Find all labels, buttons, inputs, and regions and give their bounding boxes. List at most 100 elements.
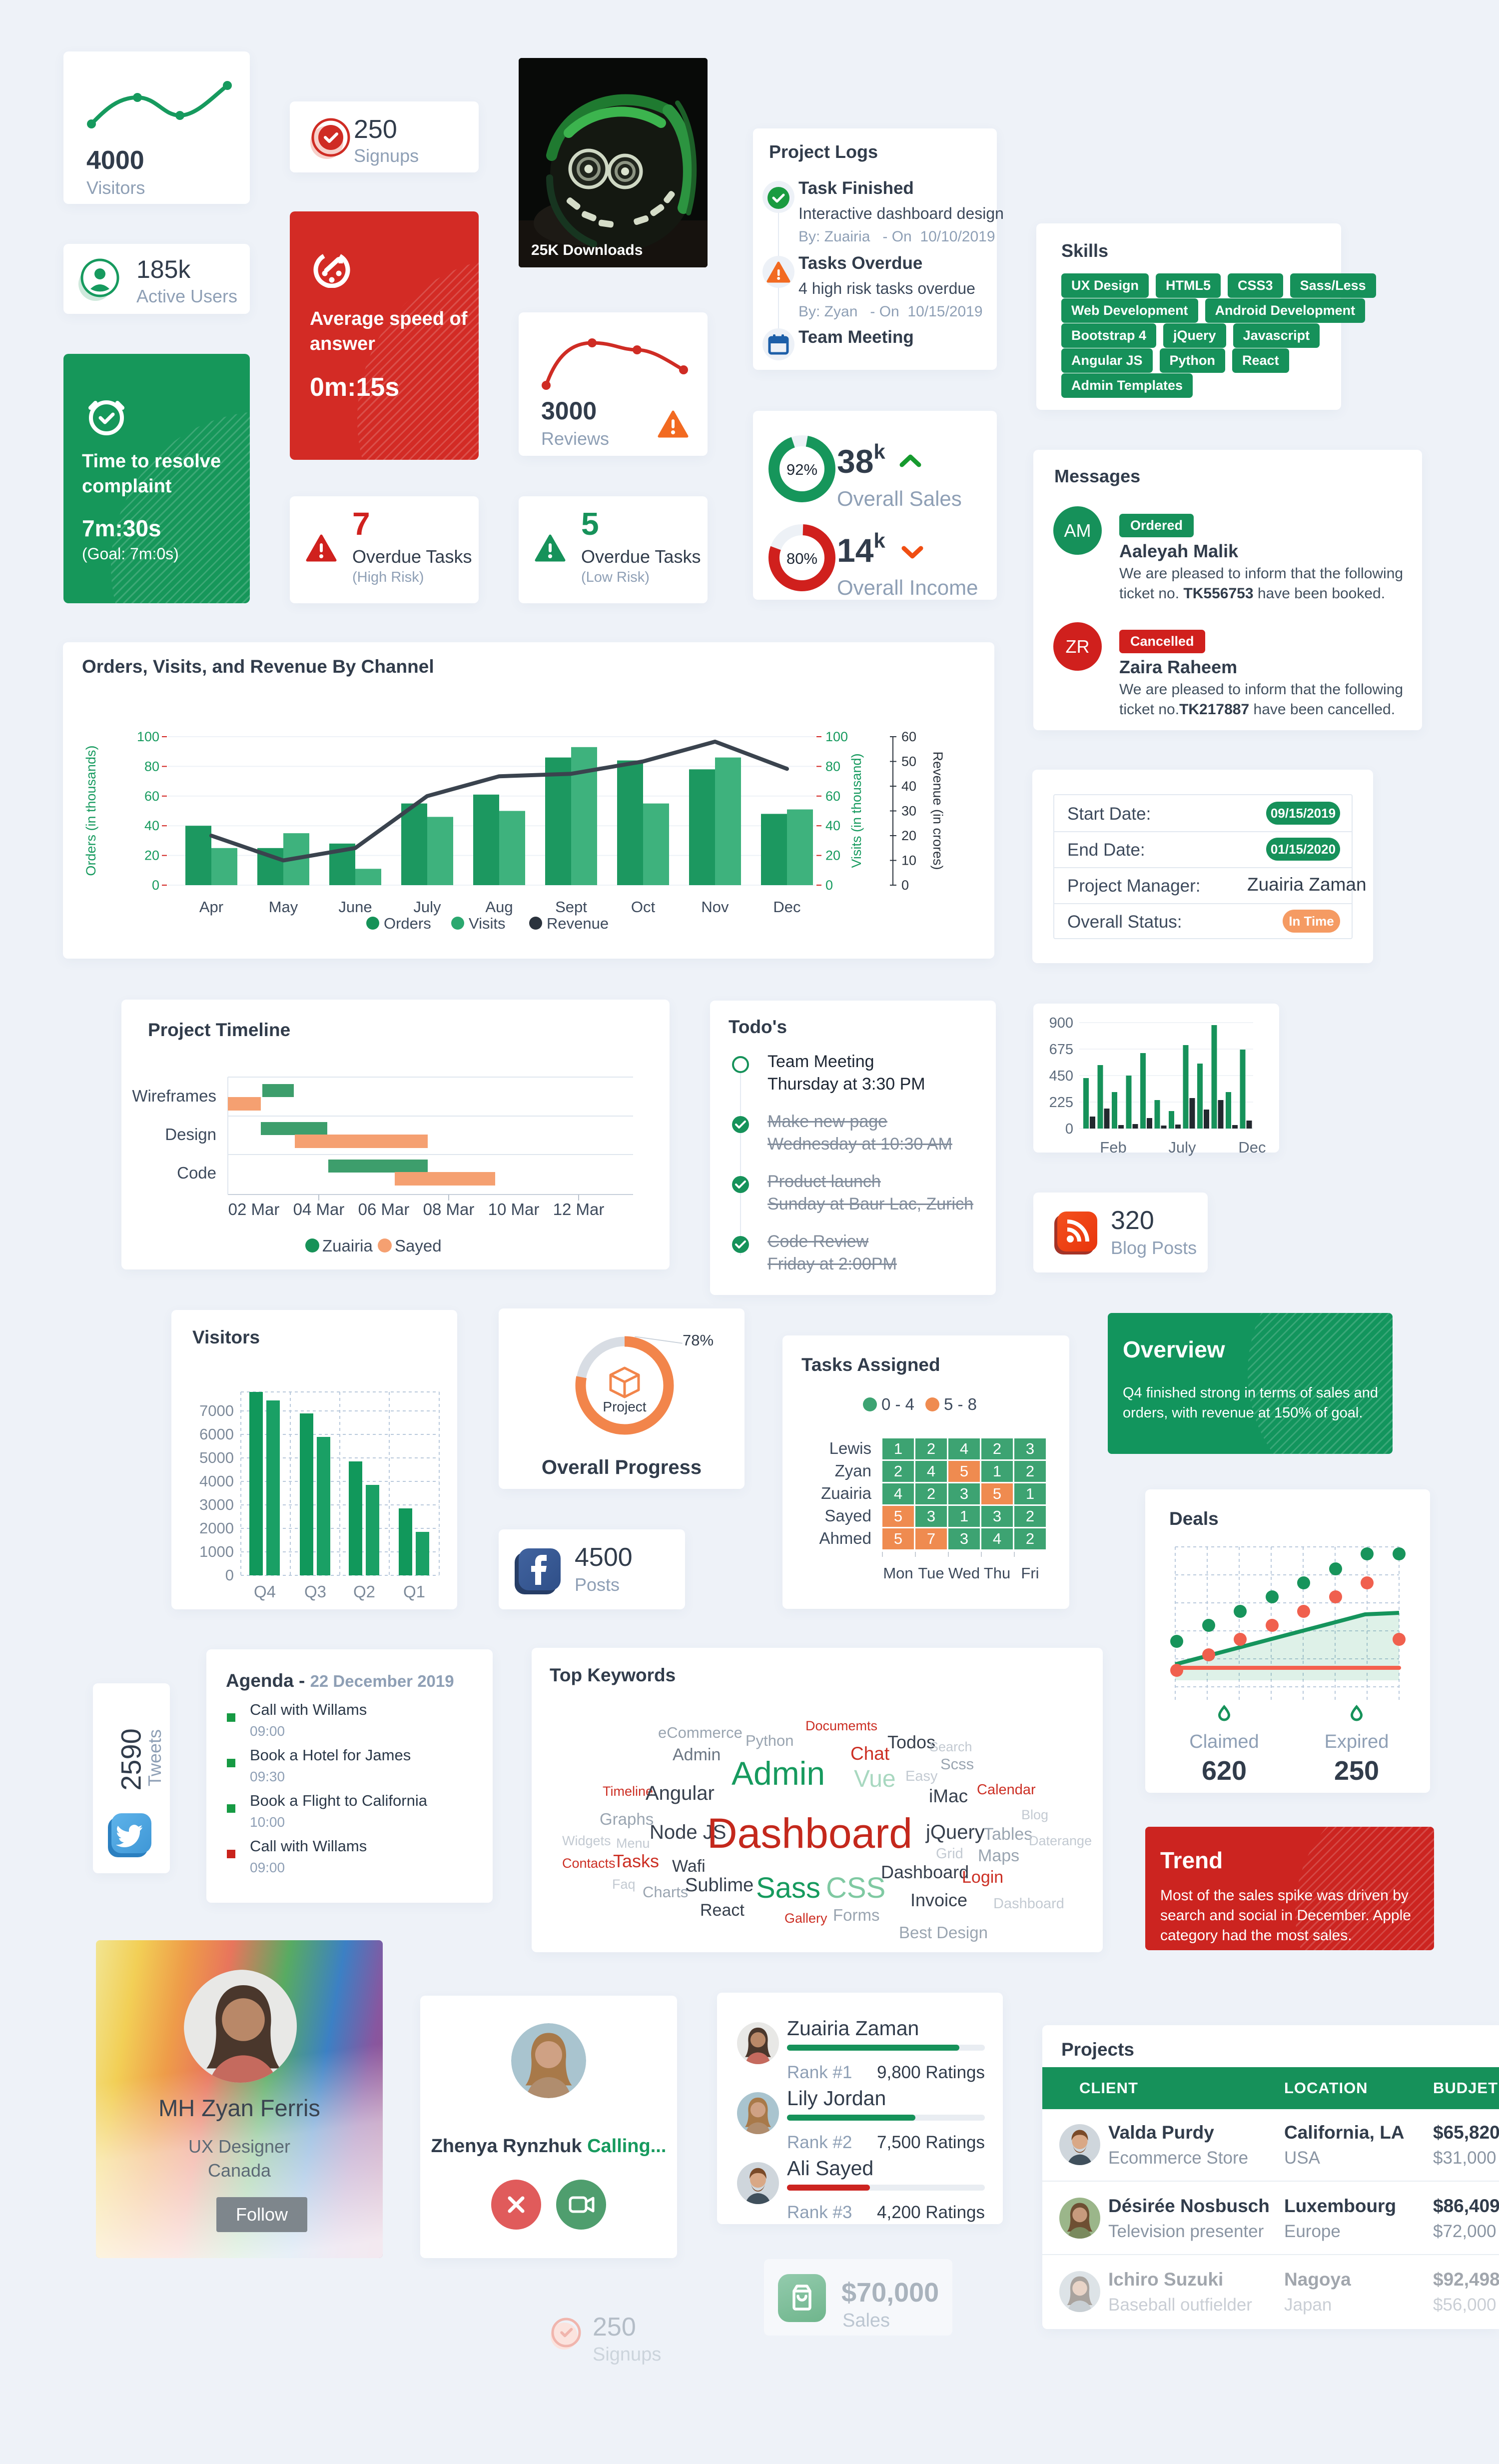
svg-text:2000: 2000 [199, 1519, 234, 1537]
svg-text:80: 80 [825, 759, 840, 774]
svg-text:Q3: Q3 [304, 1582, 326, 1601]
svg-text:Tue: Tue [918, 1564, 944, 1582]
svg-text:0 - 4: 0 - 4 [881, 1395, 914, 1413]
svg-text:3: 3 [960, 1485, 968, 1502]
svg-text:0: 0 [825, 878, 833, 893]
svg-text:06 Mar: 06 Mar [358, 1200, 410, 1219]
svg-text:80%: 80% [786, 550, 817, 567]
svg-text:4: 4 [894, 1485, 902, 1502]
svg-text:Visits: Visits [469, 915, 506, 932]
svg-text:40: 40 [901, 779, 916, 794]
svg-text:4: 4 [993, 1530, 1001, 1547]
svg-text:Zuairia: Zuairia [322, 1236, 373, 1255]
svg-text:Mon: Mon [883, 1564, 913, 1582]
svg-text:Nov: Nov [701, 898, 729, 916]
svg-text:Sayed: Sayed [824, 1506, 871, 1525]
svg-text:1000: 1000 [199, 1543, 234, 1560]
svg-text:Code: Code [177, 1164, 216, 1182]
svg-text:July: July [413, 898, 441, 916]
svg-text:Feb: Feb [1100, 1139, 1126, 1156]
svg-text:5000: 5000 [199, 1449, 234, 1466]
svg-text:June: June [338, 898, 372, 916]
svg-text:2: 2 [927, 1440, 935, 1457]
svg-text:60: 60 [825, 789, 840, 804]
svg-text:225: 225 [1049, 1095, 1073, 1111]
svg-text:Ahmed: Ahmed [819, 1529, 871, 1547]
svg-text:30: 30 [901, 804, 916, 819]
svg-text:08 Mar: 08 Mar [423, 1200, 475, 1219]
svg-text:80: 80 [144, 759, 159, 774]
svg-text:20: 20 [144, 848, 159, 863]
svg-text:3: 3 [927, 1507, 935, 1525]
svg-text:60: 60 [144, 789, 159, 804]
svg-text:3: 3 [993, 1507, 1001, 1525]
svg-text:100: 100 [825, 729, 848, 744]
svg-text:Q1: Q1 [403, 1582, 425, 1601]
svg-text:Dec: Dec [1238, 1139, 1266, 1156]
svg-text:Wed: Wed [948, 1564, 980, 1582]
svg-text:04 Mar: 04 Mar [293, 1200, 345, 1219]
svg-text:4000: 4000 [199, 1472, 234, 1490]
svg-text:1: 1 [894, 1440, 902, 1457]
svg-text:1: 1 [993, 1462, 1001, 1480]
svg-text:Sept: Sept [555, 898, 587, 916]
svg-text:3: 3 [1026, 1440, 1034, 1457]
svg-text:675: 675 [1049, 1042, 1073, 1058]
svg-text:July: July [1168, 1139, 1196, 1156]
svg-text:Q4: Q4 [254, 1582, 276, 1601]
svg-text:10 Mar: 10 Mar [488, 1200, 540, 1219]
svg-text:2: 2 [927, 1485, 935, 1502]
svg-text:Fri: Fri [1021, 1564, 1039, 1582]
svg-text:12 Mar: 12 Mar [553, 1200, 605, 1219]
svg-text:450: 450 [1049, 1068, 1073, 1084]
svg-text:Design: Design [165, 1125, 216, 1144]
svg-text:5: 5 [960, 1462, 968, 1480]
svg-text:0: 0 [901, 878, 909, 893]
svg-text:3: 3 [960, 1530, 968, 1547]
svg-text:5 - 8: 5 - 8 [944, 1395, 977, 1413]
svg-text:0: 0 [225, 1566, 234, 1584]
svg-text:900: 900 [1049, 1015, 1073, 1031]
svg-text:2: 2 [1026, 1507, 1034, 1525]
svg-text:4: 4 [927, 1462, 935, 1480]
svg-text:Thu: Thu [984, 1564, 1010, 1582]
svg-text:Sayed: Sayed [395, 1236, 442, 1255]
svg-text:3000: 3000 [199, 1496, 234, 1513]
svg-text:1: 1 [960, 1507, 968, 1525]
svg-text:May: May [269, 898, 298, 916]
svg-text:Dec: Dec [773, 898, 800, 916]
svg-text:Project: Project [603, 1399, 646, 1414]
svg-text:Orders: Orders [384, 915, 431, 932]
svg-text:5: 5 [894, 1507, 902, 1525]
svg-text:0: 0 [152, 878, 159, 893]
svg-text:1: 1 [1026, 1485, 1034, 1502]
svg-text:Zuairia: Zuairia [821, 1484, 872, 1502]
svg-text:92%: 92% [786, 461, 817, 478]
svg-text:Revenue (in crores): Revenue (in crores) [930, 751, 945, 870]
svg-text:Aug: Aug [485, 898, 513, 916]
svg-text:Apr: Apr [199, 898, 223, 916]
svg-text:6000: 6000 [199, 1425, 234, 1443]
svg-text:2: 2 [894, 1462, 902, 1480]
svg-text:2: 2 [1026, 1462, 1034, 1480]
svg-text:20: 20 [825, 848, 840, 863]
svg-text:4: 4 [960, 1440, 968, 1457]
svg-text:40: 40 [825, 818, 840, 833]
svg-text:7: 7 [927, 1530, 935, 1547]
svg-text:50: 50 [901, 754, 916, 769]
svg-text:7000: 7000 [199, 1402, 234, 1419]
svg-text:5: 5 [993, 1485, 1001, 1502]
svg-text:10: 10 [901, 853, 916, 868]
svg-text:02 Mar: 02 Mar [228, 1200, 280, 1219]
svg-text:0: 0 [1065, 1121, 1073, 1137]
svg-text:Oct: Oct [631, 898, 656, 916]
svg-text:Orders (in thousands): Orders (in thousands) [83, 745, 98, 876]
svg-text:40: 40 [144, 818, 159, 833]
svg-text:Lewis: Lewis [829, 1439, 871, 1457]
svg-text:100: 100 [137, 729, 159, 744]
svg-text:Zyan: Zyan [835, 1461, 871, 1480]
svg-text:60: 60 [901, 729, 916, 744]
svg-text:Visits (in thousand): Visits (in thousand) [849, 753, 864, 868]
svg-text:2: 2 [993, 1440, 1001, 1457]
svg-text:5: 5 [894, 1530, 902, 1547]
